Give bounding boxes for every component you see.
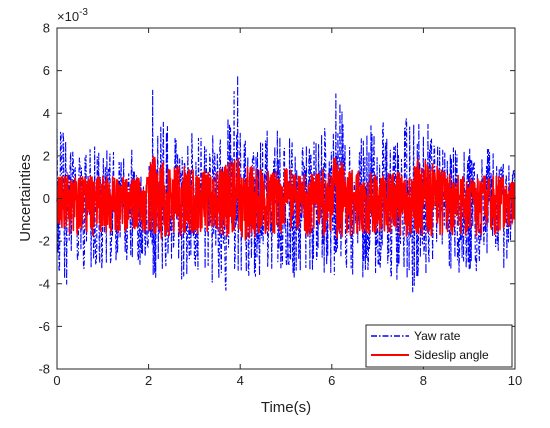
y-tick-label: 6 — [43, 63, 50, 78]
legend-box — [365, 324, 513, 368]
y-tick-label: -8 — [38, 362, 50, 377]
series-layer — [56, 74, 516, 293]
y-multiplier-exponent: -3 — [79, 7, 88, 18]
y-axis-label: Uncertainties — [17, 154, 34, 242]
x-tick-label: 4 — [237, 373, 244, 388]
y-tick-label: -2 — [38, 234, 50, 249]
series-line-yaw-rate — [56, 74, 516, 293]
x-axis-label: Time(s) — [261, 399, 311, 416]
y-tick-label: 4 — [43, 106, 50, 121]
legend-label-sideslip-angle: Sideslip angle — [414, 348, 489, 362]
series-line-sideslip-angle — [56, 155, 516, 241]
y-multiplier-label: ×10-3 — [57, 7, 88, 24]
x-tick-label: 2 — [145, 373, 152, 388]
x-tick-label: 10 — [508, 373, 522, 388]
y-tick-label: -4 — [38, 276, 50, 291]
y-tick-label: 0 — [43, 191, 50, 206]
x-tick-label: 0 — [53, 373, 60, 388]
y-tick-label: 8 — [43, 21, 50, 36]
legend-label-yaw-rate: Yaw rate — [414, 329, 461, 343]
x-tick-label: 6 — [328, 373, 335, 388]
y-tick-label: 2 — [43, 148, 50, 163]
x-tick-label: 8 — [420, 373, 427, 388]
ticks-layer: 0 2 4 6 8 10 -8 -6 -4 -2 0 2 4 6 8 — [38, 21, 522, 389]
legend: Yaw rate Sideslip angle — [365, 324, 513, 368]
y-multiplier-base: ×10 — [57, 9, 79, 24]
y-tick-label: -6 — [38, 319, 50, 334]
